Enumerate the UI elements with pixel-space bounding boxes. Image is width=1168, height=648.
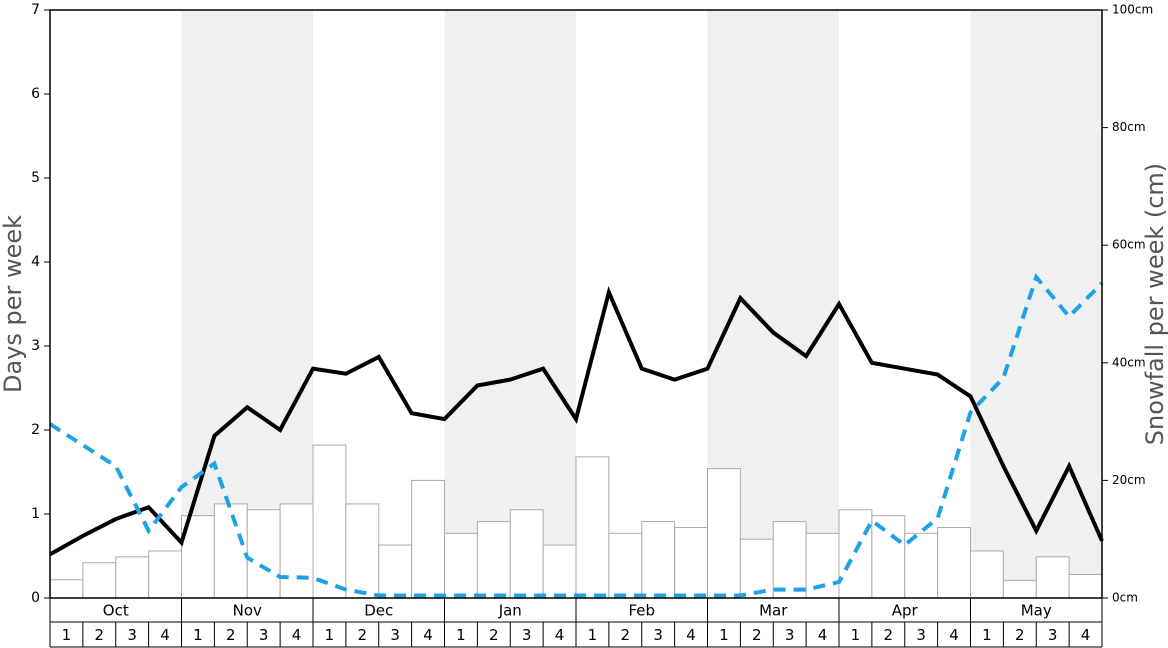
week-label: 1 <box>456 626 466 644</box>
bar <box>970 550 1004 599</box>
week-label: 2 <box>226 626 236 644</box>
bar <box>378 544 413 599</box>
bar <box>838 509 873 599</box>
month-shade <box>181 10 313 598</box>
week-label: 4 <box>1081 626 1091 644</box>
y2-tick-label: 100cm <box>1112 3 1153 17</box>
y2-tick-label: 20cm <box>1112 473 1146 487</box>
bar <box>575 456 610 599</box>
bar <box>772 521 807 599</box>
bar <box>312 444 347 599</box>
week-label: 4 <box>818 626 828 644</box>
bar <box>542 544 577 599</box>
bar <box>1068 573 1103 599</box>
week-label: 1 <box>193 626 203 644</box>
week-label: 4 <box>555 626 565 644</box>
week-label: 3 <box>390 626 400 644</box>
week-label: 1 <box>719 626 729 644</box>
week-label: 3 <box>127 626 137 644</box>
week-label: 4 <box>160 626 170 644</box>
month-shade <box>970 10 1102 598</box>
week-label: 2 <box>358 626 368 644</box>
y-tick-label: 3 <box>31 338 40 354</box>
week-label: 2 <box>621 626 631 644</box>
month-shade <box>444 10 576 598</box>
week-label: 2 <box>884 626 894 644</box>
week-label: 3 <box>259 626 269 644</box>
bar <box>444 532 478 599</box>
y-tick-label: 7 <box>31 2 40 18</box>
week-label: 2 <box>95 626 105 644</box>
week-label: 3 <box>785 626 795 644</box>
bar <box>115 556 150 599</box>
week-label: 1 <box>62 626 72 644</box>
bar <box>608 532 643 599</box>
week-label: 4 <box>423 626 433 644</box>
bar <box>805 532 840 599</box>
y-tick-label: 6 <box>31 86 40 102</box>
week-label: 4 <box>292 626 302 644</box>
week-label: 1 <box>588 626 598 644</box>
month-label: Dec <box>364 602 393 620</box>
bar <box>674 526 708 599</box>
week-label: 1 <box>851 626 861 644</box>
bar <box>871 515 906 599</box>
week-label: 3 <box>1048 626 1058 644</box>
bar <box>279 503 314 599</box>
bar <box>246 509 281 599</box>
y2-tick-label: 0cm <box>1112 591 1138 605</box>
y-tick-label: 1 <box>31 506 40 522</box>
bar <box>476 521 511 599</box>
y2-tick-label: 80cm <box>1112 120 1146 134</box>
bar <box>739 538 774 599</box>
y-tick-label: 5 <box>31 170 40 186</box>
bar <box>937 526 971 599</box>
bar <box>707 468 741 599</box>
bar <box>49 579 84 599</box>
month-label: Mar <box>759 602 788 620</box>
week-label: 2 <box>489 626 499 644</box>
week-label: 2 <box>752 626 762 644</box>
week-label: 4 <box>686 626 696 644</box>
bar <box>509 509 544 599</box>
y2-tick-label: 60cm <box>1112 238 1146 252</box>
week-label: 2 <box>1015 626 1025 644</box>
bar <box>641 521 676 599</box>
week-label: 1 <box>982 626 992 644</box>
bar <box>411 479 445 599</box>
line <box>48 273 1104 598</box>
y-axis-label: Days per week <box>0 215 27 393</box>
month-label: Feb <box>628 602 655 620</box>
month-label: Nov <box>233 602 262 620</box>
week-label: 3 <box>522 626 532 644</box>
bar <box>82 562 117 599</box>
line <box>49 286 1104 557</box>
week-label: 3 <box>916 626 926 644</box>
y-tick-label: 2 <box>31 422 40 438</box>
bar <box>1002 579 1037 599</box>
y-tick-label: 4 <box>31 254 40 270</box>
y-tick-label: 0 <box>31 590 40 606</box>
week-label: 1 <box>325 626 335 644</box>
bar <box>1035 556 1070 599</box>
week-label: 3 <box>653 626 663 644</box>
month-label: May <box>1021 602 1052 620</box>
bar <box>213 503 248 599</box>
y2-axis-label: Snowfall per week (cm) <box>1141 163 1168 445</box>
bar <box>148 550 182 599</box>
week-label: 4 <box>949 626 959 644</box>
month-label: Oct <box>103 602 129 620</box>
month-label: Apr <box>892 602 919 620</box>
y2-tick-label: 40cm <box>1112 355 1146 369</box>
month-label: Jan <box>498 602 522 620</box>
bar <box>345 503 380 599</box>
